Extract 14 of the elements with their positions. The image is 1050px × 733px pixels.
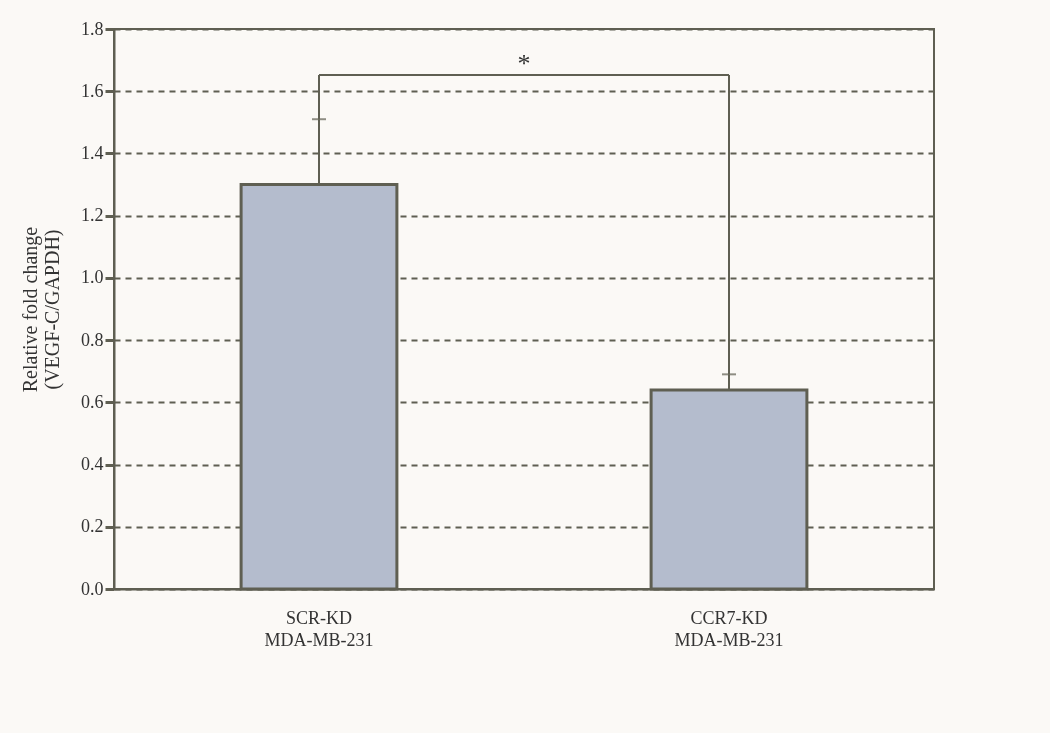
x-tick-label: SCR-KD MDA-MB-231 [264, 607, 374, 650]
y-tick-label: 1.0 [81, 267, 104, 288]
y-tick-label: 1.8 [81, 18, 104, 39]
annotation: * [517, 49, 531, 78]
y-tick-label: 1.4 [81, 142, 104, 163]
y-tick-label: 1.2 [81, 205, 104, 226]
y-tick-label: 0.8 [81, 329, 104, 350]
y-tick-label: 0.2 [81, 516, 104, 537]
y-axis-title: Relative fold change (VEGF-C/GAPDH) [19, 226, 64, 393]
y-tick-label: 0.4 [81, 454, 104, 475]
x-tick-label: CCR7-KD MDA-MB-231 [674, 607, 784, 650]
y-tick-label: 1.6 [81, 80, 104, 101]
y-tick-label: 0.0 [81, 578, 104, 599]
y-tick-label: 0.6 [81, 391, 104, 412]
